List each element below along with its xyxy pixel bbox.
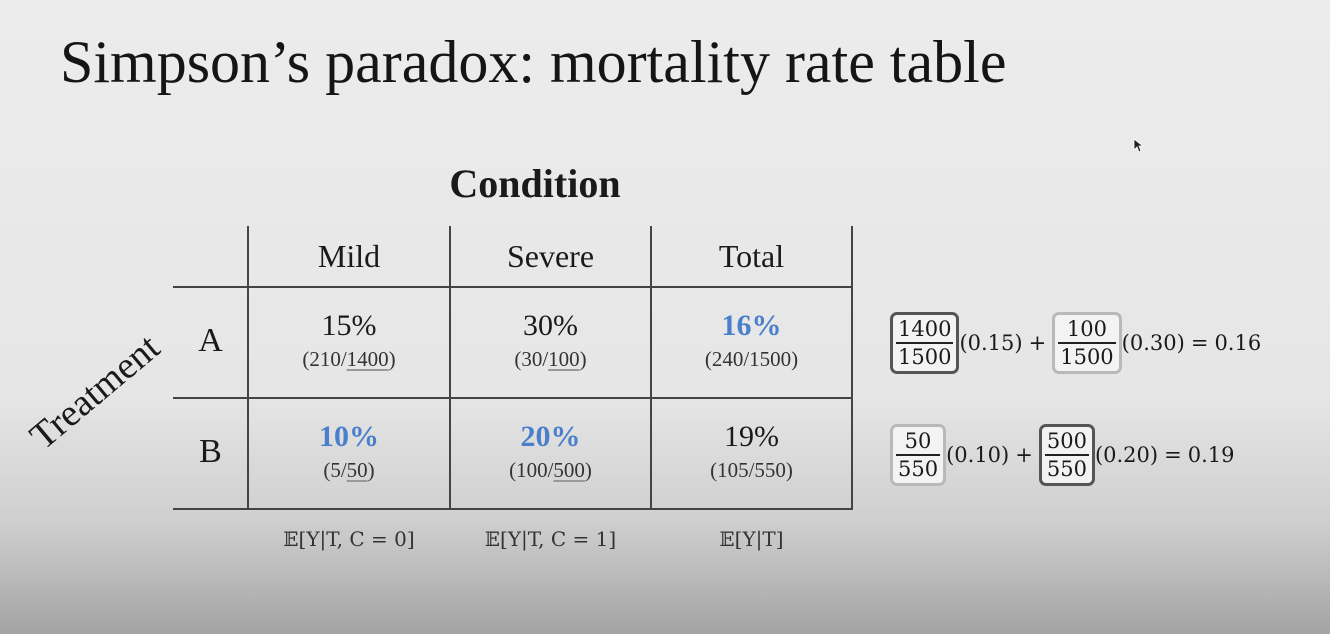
table-cell: 19% (105/550)	[652, 420, 851, 483]
expectation-label-mild: 𝔼[Y|T, C = 0]	[283, 527, 415, 551]
expectation-label-severe: 𝔼[Y|T, C = 1]	[484, 527, 617, 551]
cell-fraction: (210/1400)	[302, 347, 396, 371]
cell-numerator: 5	[330, 458, 341, 482]
grid-line	[449, 226, 451, 509]
weight-denominator: 1500	[1060, 345, 1114, 369]
table-cell: 15% (210/1400)	[249, 309, 449, 372]
slide-title: Simpson’s paradox: mortality rate table	[60, 29, 1007, 95]
column-header-total: Total	[718, 238, 785, 274]
cell-denominator: 500	[553, 458, 585, 482]
fraction-bar	[1058, 342, 1116, 344]
cell-denominator: 1500	[749, 347, 792, 371]
table-cell: 10% (5/50)	[249, 420, 449, 483]
plus-sign: +	[1028, 331, 1047, 355]
weight-denominator: 550	[898, 457, 939, 481]
cell-numerator: 100	[516, 458, 548, 482]
cell-percentage: 20%	[520, 420, 581, 453]
condition-label: Condition	[449, 161, 621, 206]
weight-numerator: 1400	[898, 317, 952, 341]
plus-sign: +	[1015, 443, 1033, 467]
cell-fraction: (105/550)	[710, 458, 793, 482]
row-label-a: A	[198, 322, 223, 359]
cell-numerator: 30	[521, 347, 543, 371]
weight-numerator: 100	[1066, 317, 1107, 341]
rate-value: (0.15)	[959, 331, 1023, 355]
grid-line	[247, 226, 249, 509]
grid-line	[851, 226, 853, 509]
weight-numerator: 500	[1046, 429, 1087, 453]
cell-fraction: (240/1500)	[704, 347, 799, 371]
column-header-mild: Mild	[317, 238, 381, 274]
fraction-bar	[1044, 454, 1089, 456]
cell-percentage: 16%	[721, 309, 782, 342]
weight-denominator: 550	[1046, 457, 1087, 481]
cell-percentage: 10%	[319, 420, 379, 453]
weight-fraction-box: 50 550	[890, 424, 947, 486]
cell-numerator: 210	[309, 347, 341, 371]
weight-fraction-box: 100 1500	[1052, 312, 1122, 374]
formula-result: 0.16	[1214, 331, 1262, 355]
fraction-bar	[896, 342, 954, 344]
rate-value: (0.20)	[1094, 443, 1159, 467]
table-cell: 16% (240/1500)	[652, 309, 851, 372]
cell-numerator: 240	[711, 347, 744, 371]
fraction-bar	[896, 454, 941, 456]
weight-numerator: 50	[904, 429, 932, 453]
formula-result: 0.19	[1187, 443, 1235, 467]
equals-sign: =	[1164, 443, 1182, 467]
grid-line	[173, 286, 853, 288]
cell-fraction: (30/100)	[514, 347, 587, 371]
cell-denominator: 100	[548, 347, 580, 371]
cell-denominator: 50	[346, 458, 368, 482]
weight-denominator: 1500	[898, 345, 952, 369]
weight-fraction-box: 500 550	[1038, 424, 1095, 486]
cell-percentage: 15%	[321, 309, 377, 342]
cell-denominator: 1400	[346, 347, 389, 371]
grid-line	[173, 508, 853, 510]
cell-fraction: (5/50)	[323, 458, 375, 482]
expectation-label-total: 𝔼[Y|T]	[719, 527, 784, 551]
table-cell: 20% (100/500)	[451, 420, 650, 483]
row-label-b: B	[199, 433, 222, 470]
rate-value: (0.30)	[1121, 331, 1185, 355]
cell-percentage: 30%	[523, 309, 578, 342]
column-header-severe: Severe	[506, 238, 595, 274]
grid-line	[173, 397, 853, 399]
rate-value: (0.10)	[946, 443, 1010, 467]
cell-denominator: 550	[754, 458, 786, 482]
weighted-average-formula-b: 50 550 (0.10) + 500 550 (0.20) = 0.19	[890, 415, 1234, 495]
equals-sign: =	[1190, 331, 1209, 355]
cell-percentage: 19%	[724, 420, 779, 453]
cell-numerator: 105	[717, 458, 749, 482]
weight-fraction-box: 1400 1500	[890, 312, 960, 374]
treatment-label: Treatment	[22, 326, 168, 458]
table-cell: 30% (30/100)	[451, 309, 650, 372]
weighted-average-formula-a: 1400 1500 (0.15) + 100 1500 (0.30) = 0.1…	[890, 303, 1261, 383]
cell-fraction: (100/500)	[509, 458, 592, 482]
mouse-cursor-icon	[1133, 138, 1145, 153]
grid-line	[650, 226, 652, 509]
